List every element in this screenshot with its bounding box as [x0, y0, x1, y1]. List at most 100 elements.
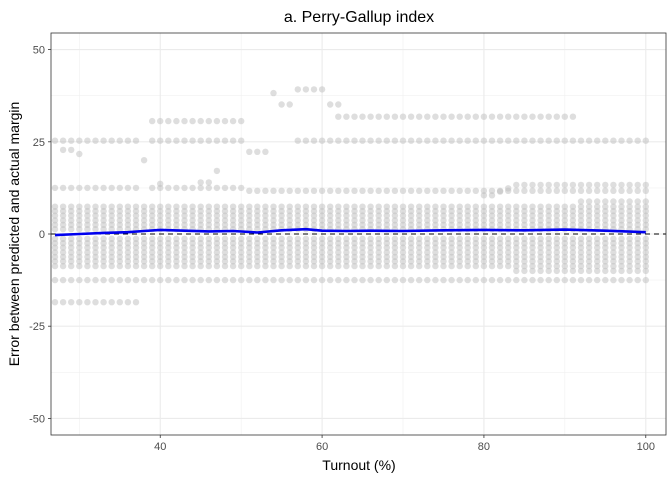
data-point — [294, 262, 301, 270]
data-point — [335, 244, 342, 251]
data-point — [229, 217, 237, 224]
data-point — [173, 207, 180, 215]
data-point — [594, 249, 601, 256]
data-point — [254, 207, 261, 215]
data-point — [391, 221, 399, 228]
data-point — [464, 240, 471, 247]
data-point — [108, 244, 115, 251]
data-point — [480, 207, 488, 215]
data-point — [310, 203, 318, 210]
data-point — [594, 217, 601, 224]
data-point — [173, 249, 180, 256]
data-point — [440, 253, 447, 261]
data-point — [391, 240, 399, 247]
data-point — [286, 187, 293, 194]
data-point — [149, 258, 156, 265]
data-point — [553, 212, 560, 219]
data-point — [529, 113, 536, 120]
data-point — [399, 137, 407, 144]
data-point — [173, 221, 180, 228]
data-point — [553, 253, 560, 261]
data-point — [529, 217, 536, 224]
data-point — [76, 262, 83, 270]
data-point — [513, 258, 520, 265]
data-point — [197, 276, 204, 284]
data-point — [84, 299, 91, 306]
data-point — [59, 276, 67, 284]
data-point — [327, 258, 334, 265]
data-point — [399, 240, 407, 247]
data-point — [488, 249, 496, 256]
data-point — [318, 262, 326, 270]
data-point — [278, 187, 285, 194]
data-point — [472, 235, 479, 242]
data-point — [351, 217, 358, 224]
data-point — [513, 203, 520, 210]
data-point — [197, 117, 204, 125]
data-point — [59, 240, 67, 247]
data-point — [335, 212, 342, 219]
data-point — [246, 253, 253, 261]
data-point — [496, 253, 504, 261]
data-point — [480, 240, 488, 247]
data-point — [464, 113, 471, 120]
data-point — [51, 203, 59, 210]
data-point — [407, 221, 415, 228]
data-point — [448, 113, 455, 120]
data-point — [246, 203, 253, 210]
data-point — [286, 253, 293, 261]
data-point — [383, 258, 390, 265]
data-point — [108, 240, 115, 247]
data-point — [642, 226, 649, 233]
data-point — [254, 249, 261, 256]
data-point — [92, 235, 99, 242]
data-point — [634, 187, 641, 194]
data-point — [407, 113, 415, 120]
data-point — [124, 276, 132, 284]
data-point — [149, 217, 156, 224]
data-point — [537, 244, 544, 251]
data-point — [149, 207, 156, 215]
data-point — [149, 212, 156, 219]
data-point — [383, 221, 390, 228]
data-point — [157, 137, 164, 144]
data-point — [367, 240, 374, 247]
data-point — [432, 253, 439, 261]
data-point — [343, 207, 350, 215]
data-point — [262, 249, 269, 256]
data-point — [254, 235, 261, 242]
data-point — [553, 187, 560, 194]
data-point — [569, 113, 577, 120]
data-point — [59, 244, 67, 251]
data-point — [327, 249, 334, 256]
data-point — [59, 299, 67, 306]
data-point — [545, 249, 552, 256]
data-point — [318, 244, 326, 251]
data-point — [480, 212, 488, 219]
data-point — [602, 217, 609, 224]
data-point — [286, 244, 293, 251]
data-point — [181, 203, 188, 210]
data-point — [76, 235, 83, 242]
data-point — [100, 184, 107, 192]
data-point — [327, 235, 334, 242]
data-point — [68, 253, 75, 261]
data-point — [229, 184, 237, 192]
data-point — [132, 235, 140, 242]
data-point — [262, 276, 269, 284]
data-point — [399, 276, 407, 284]
data-point — [116, 258, 124, 265]
data-point — [246, 187, 253, 194]
data-point — [246, 148, 253, 155]
data-point — [448, 207, 455, 215]
data-point — [318, 212, 326, 219]
data-point — [132, 262, 140, 270]
data-point — [173, 240, 180, 247]
data-point — [424, 235, 431, 242]
data-point — [124, 240, 132, 247]
data-point — [488, 235, 496, 242]
data-point — [229, 258, 237, 265]
data-point — [610, 244, 617, 251]
data-point — [610, 187, 617, 194]
data-point — [254, 221, 261, 228]
